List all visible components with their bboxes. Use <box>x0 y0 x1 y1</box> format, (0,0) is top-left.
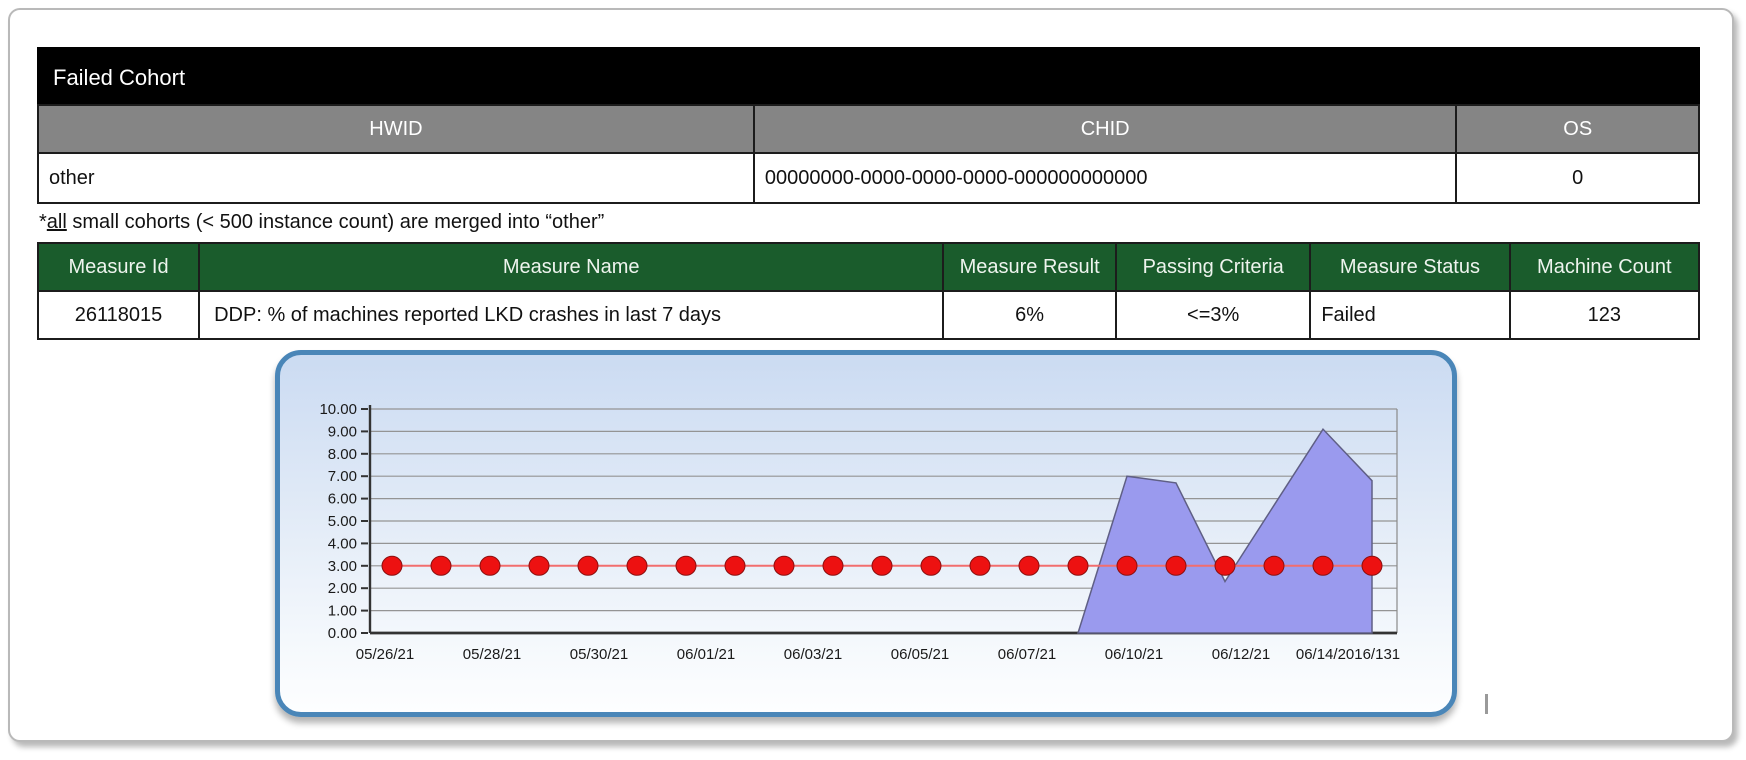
col-header-hwid: HWID <box>37 104 755 154</box>
failed-cohort-title: Failed Cohort <box>37 47 1700 104</box>
passing-criteria-cell: <=3% <box>1114 290 1312 340</box>
measures-section: Measure Id Measure Name Measure Result P… <box>36 242 1701 340</box>
svg-text:1.00: 1.00 <box>328 603 357 620</box>
trend-chart-svg: 0.00 1.00 2.00 3.00 4.00 5.00 6.00 7.00 8.00 9.00… <box>319 401 1400 663</box>
note-text: small cohorts (< 500 instance count) are… <box>66 211 605 233</box>
svg-text:7.00: 7.00 <box>328 468 357 485</box>
col-header-measure-name: Measure Name <box>198 242 945 292</box>
measure-name-cell: DDP: % of machines reported LKD crashes … <box>198 290 945 340</box>
hwid-cell: other <box>37 152 755 204</box>
text-cursor-artifact <box>1485 694 1488 714</box>
chid-cell: 00000000-0000-0000-0000-000000000000 <box>752 152 1458 204</box>
svg-text:2.00: 2.00 <box>328 580 357 597</box>
col-header-measure-id: Measure Id <box>36 242 201 292</box>
svg-text:3.00: 3.00 <box>328 558 357 575</box>
measures-header-row: Measure Id Measure Name Measure Result P… <box>36 242 1701 292</box>
report-card: Failed Cohort HWID CHID OS other 0000000… <box>8 8 1734 742</box>
cohort-header-row: HWID CHID OS <box>37 104 1700 154</box>
svg-text:05/28/21: 05/28/21 <box>463 646 521 663</box>
measure-status-cell: Failed <box>1309 290 1511 340</box>
note-asterisk: * <box>39 211 47 233</box>
svg-text:5.00: 5.00 <box>328 513 357 530</box>
os-cell: 0 <box>1455 152 1700 204</box>
svg-text:05/30/21: 05/30/21 <box>570 646 628 663</box>
svg-text:06/14/2016/131: 06/14/2016/131 <box>1296 646 1400 663</box>
svg-text:06/01/21: 06/01/21 <box>677 646 735 663</box>
svg-text:05/26/21: 05/26/21 <box>356 646 414 663</box>
col-header-chid: CHID <box>752 104 1458 154</box>
cohort-data-row: other 00000000-0000-0000-0000-0000000000… <box>37 152 1700 204</box>
col-header-measure-result: Measure Result <box>942 242 1117 292</box>
svg-text:0.00: 0.00 <box>328 625 357 642</box>
failed-cohort-table: HWID CHID OS other 00000000-0000-0000-00… <box>37 104 1700 204</box>
svg-text:06/07/21: 06/07/21 <box>998 646 1056 663</box>
measure-id-cell: 26118015 <box>36 290 201 340</box>
trend-chart-panel: 0.00 1.00 2.00 3.00 4.00 5.00 6.00 7.00 8.00 9.00… <box>275 350 1457 717</box>
svg-text:8.00: 8.00 <box>328 446 357 463</box>
svg-text:06/05/21: 06/05/21 <box>891 646 949 663</box>
measures-table: Measure Id Measure Name Measure Result P… <box>36 242 1701 340</box>
col-header-passing-criteria: Passing Criteria <box>1114 242 1312 292</box>
note-underlined-word: all <box>46 211 67 233</box>
svg-text:06/12/21: 06/12/21 <box>1212 646 1270 663</box>
cohort-merge-note: *all small cohorts (< 500 instance count… <box>39 211 604 234</box>
col-header-measure-status: Measure Status <box>1309 242 1511 292</box>
svg-text:6.00: 6.00 <box>328 491 357 508</box>
measures-data-row: 26118015 DDP: % of machines reported LKD… <box>36 290 1701 340</box>
machine-count-cell: 123 <box>1508 290 1701 340</box>
svg-text:06/10/21: 06/10/21 <box>1105 646 1163 663</box>
measure-result-cell: 6% <box>942 290 1117 340</box>
col-header-machine-count: Machine Count <box>1508 242 1701 292</box>
svg-text:4.00: 4.00 <box>328 535 357 552</box>
failed-cohort-section: Failed Cohort HWID CHID OS other 0000000… <box>37 47 1700 204</box>
svg-text:06/03/21: 06/03/21 <box>784 646 842 663</box>
svg-text:10.00: 10.00 <box>319 401 357 418</box>
svg-text:9.00: 9.00 <box>328 423 357 440</box>
col-header-os: OS <box>1455 104 1700 154</box>
